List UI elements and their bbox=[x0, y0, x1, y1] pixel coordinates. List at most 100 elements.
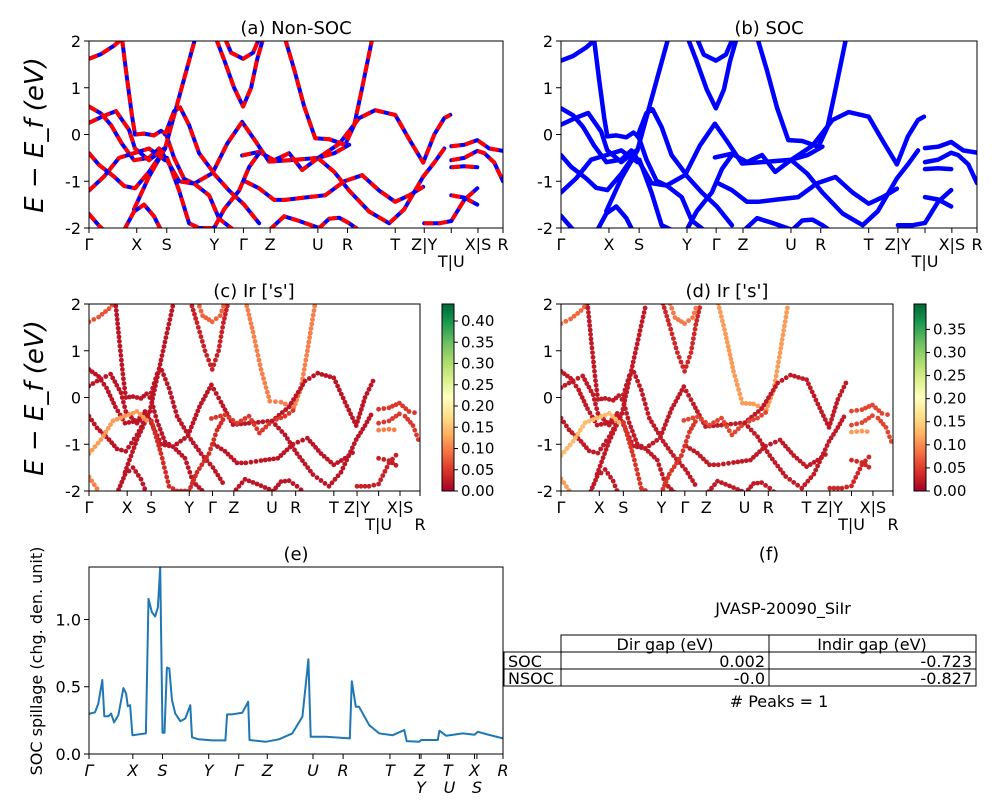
band-point bbox=[135, 473, 141, 478]
band-point bbox=[887, 434, 892, 440]
band-point bbox=[94, 378, 100, 384]
band-point bbox=[630, 359, 636, 365]
band-point bbox=[651, 454, 657, 460]
x-tick-label: Γ bbox=[208, 498, 217, 517]
band-point bbox=[356, 415, 362, 420]
x-tick-label: Y bbox=[681, 235, 692, 254]
band-point bbox=[366, 416, 372, 421]
band-point bbox=[243, 460, 249, 466]
band-point bbox=[386, 460, 392, 466]
band-point bbox=[650, 440, 656, 446]
panel-a-ylabel: E − E_f (eV) bbox=[20, 57, 50, 213]
band-point bbox=[593, 378, 598, 384]
band-point bbox=[94, 425, 100, 431]
band-point bbox=[663, 479, 669, 485]
band-point bbox=[122, 390, 128, 396]
band-point bbox=[662, 483, 667, 488]
band-point bbox=[194, 320, 200, 326]
band-point bbox=[190, 307, 196, 313]
y-tick-label: -2 bbox=[537, 219, 553, 238]
band-point bbox=[755, 403, 761, 409]
band-point bbox=[150, 422, 156, 428]
band-point bbox=[748, 484, 754, 489]
band-point bbox=[366, 386, 372, 392]
band-point bbox=[126, 420, 132, 425]
band-point bbox=[687, 429, 692, 435]
band-point bbox=[89, 451, 92, 456]
x-tick-label: Y bbox=[183, 498, 194, 517]
band-point bbox=[726, 460, 731, 466]
band-point bbox=[839, 418, 845, 423]
band-point bbox=[169, 395, 175, 400]
band-point bbox=[103, 309, 108, 314]
band-point bbox=[130, 465, 136, 470]
band-point bbox=[773, 384, 778, 390]
band-point bbox=[580, 424, 586, 429]
band-point bbox=[689, 345, 695, 351]
band-point bbox=[259, 371, 265, 377]
band-point bbox=[163, 469, 169, 475]
band-point bbox=[727, 352, 733, 358]
band-point bbox=[305, 348, 310, 354]
band-point bbox=[671, 402, 677, 408]
band-point bbox=[567, 442, 573, 448]
band-point bbox=[594, 422, 600, 428]
band-point bbox=[666, 471, 672, 477]
band-point bbox=[376, 481, 381, 487]
band-point bbox=[724, 339, 730, 345]
band-point bbox=[340, 395, 346, 401]
band-point bbox=[242, 421, 248, 426]
band-point bbox=[167, 390, 173, 396]
band-point bbox=[564, 484, 569, 489]
band-point bbox=[216, 348, 222, 354]
band-point bbox=[266, 421, 272, 427]
band-point bbox=[248, 321, 254, 326]
band-point bbox=[105, 426, 111, 431]
band-point bbox=[216, 395, 222, 401]
band-point bbox=[622, 424, 628, 430]
band-point bbox=[89, 417, 95, 423]
band-point bbox=[645, 449, 651, 454]
band-point bbox=[164, 381, 170, 387]
band-point bbox=[126, 394, 132, 400]
band-point bbox=[659, 430, 665, 436]
spillage-line bbox=[89, 567, 503, 743]
band-point bbox=[880, 421, 886, 427]
band-point bbox=[197, 304, 199, 305]
band-point bbox=[116, 386, 122, 392]
band-point bbox=[719, 480, 724, 486]
band-point bbox=[152, 409, 157, 414]
band-line-dashed bbox=[89, 104, 195, 186]
band-point bbox=[688, 350, 694, 355]
panel-e-title: (e) bbox=[283, 544, 308, 565]
band-point bbox=[591, 449, 596, 455]
colorbar-tick-label: 0.35 bbox=[461, 333, 494, 351]
table-row-label: SOC bbox=[508, 652, 542, 671]
band-point bbox=[217, 339, 223, 344]
band-point bbox=[331, 375, 337, 381]
band-point bbox=[662, 422, 668, 428]
band-point bbox=[690, 340, 695, 346]
x-tick-label: R bbox=[414, 515, 425, 534]
band-point bbox=[569, 430, 575, 436]
band-point bbox=[801, 461, 806, 467]
band-point bbox=[194, 469, 200, 475]
band-point bbox=[370, 378, 376, 384]
band-point bbox=[195, 408, 201, 414]
table-value: 0.002 bbox=[719, 652, 765, 671]
band-point bbox=[315, 448, 321, 453]
band-point bbox=[188, 437, 194, 442]
band-point bbox=[209, 382, 214, 388]
band-point bbox=[335, 473, 341, 479]
band-point bbox=[726, 348, 732, 353]
x-tick-label: U bbox=[444, 778, 456, 797]
band-point bbox=[91, 317, 97, 322]
band-line-dashed bbox=[163, 105, 452, 174]
band-point bbox=[888, 439, 893, 444]
band-line-dashed bbox=[89, 212, 105, 228]
band-point bbox=[584, 445, 589, 451]
band-point bbox=[137, 417, 143, 423]
band-point bbox=[174, 441, 180, 447]
band-point bbox=[262, 485, 268, 490]
